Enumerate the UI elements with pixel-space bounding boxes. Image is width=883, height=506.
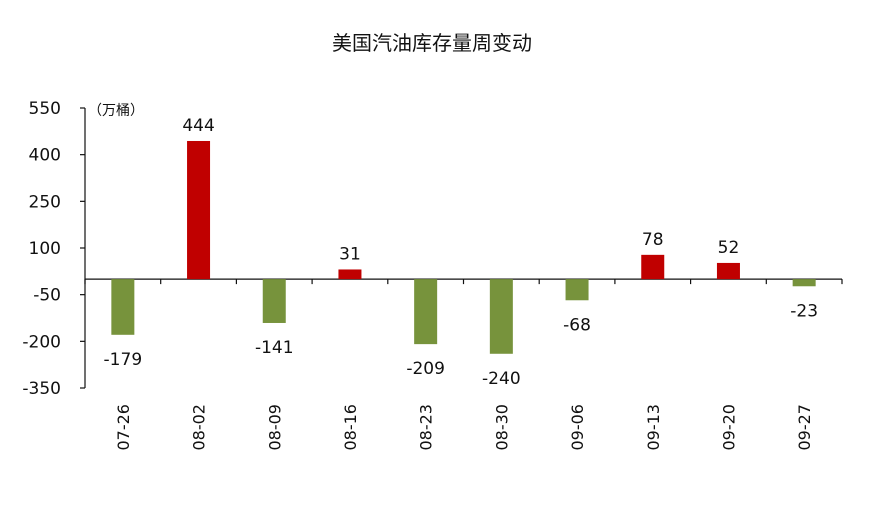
bar — [187, 140, 211, 280]
axes — [80, 107, 843, 389]
data-label: 444 — [182, 116, 214, 136]
x-tick-label: 08-16 — [341, 404, 360, 451]
bars — [111, 140, 816, 354]
data-label: 52 — [718, 238, 740, 258]
bar — [792, 279, 816, 287]
x-tick-label: 09-06 — [568, 404, 587, 451]
x-tick-label: 09-13 — [644, 404, 663, 451]
bar — [489, 279, 513, 354]
y-tick-label: 250 — [29, 192, 61, 212]
data-label: -141 — [255, 338, 294, 358]
x-tick-label: 08-23 — [417, 404, 436, 451]
bar — [565, 279, 589, 301]
data-label: -179 — [104, 350, 143, 370]
value-labels: -179 444 -141 31 -209 -240 -68 78 52 -23 — [104, 116, 818, 389]
chart-title: 美国汽油库存量周变动 — [332, 31, 532, 55]
y-tick-label: 100 — [29, 239, 61, 259]
data-label: -209 — [406, 359, 445, 379]
x-tick-label: 08-30 — [492, 404, 511, 451]
x-tick-label: 07-26 — [114, 404, 133, 451]
data-label: 31 — [339, 244, 361, 264]
x-tick-label: 09-27 — [795, 404, 814, 451]
bar — [716, 262, 740, 280]
bar — [338, 269, 362, 280]
data-label: -68 — [563, 315, 591, 335]
x-tick-label: 08-09 — [265, 404, 284, 451]
data-label: -23 — [790, 301, 818, 321]
y-tick-label: -350 — [22, 379, 61, 399]
y-tick-label: 400 — [29, 146, 61, 166]
bar — [111, 279, 135, 335]
unit-label: （万桶） — [88, 103, 144, 119]
x-tick-label: 09-20 — [719, 404, 738, 451]
data-label: 78 — [642, 230, 664, 250]
x-tick-labels: 07-26 08-02 08-09 08-16 08-23 08-30 09-06 09-13… — [114, 404, 814, 451]
y-tick-label: -200 — [22, 332, 61, 352]
y-tick-label: -50 — [33, 286, 61, 306]
bar — [414, 279, 438, 345]
y-tick-labels: 550 400 250 100 -50 -200 -350 — [22, 99, 61, 399]
data-label: -240 — [482, 369, 521, 389]
bar — [262, 279, 286, 323]
y-tick-label: 550 — [29, 99, 61, 119]
bar — [641, 254, 665, 280]
x-tick-label: 08-02 — [190, 404, 209, 451]
